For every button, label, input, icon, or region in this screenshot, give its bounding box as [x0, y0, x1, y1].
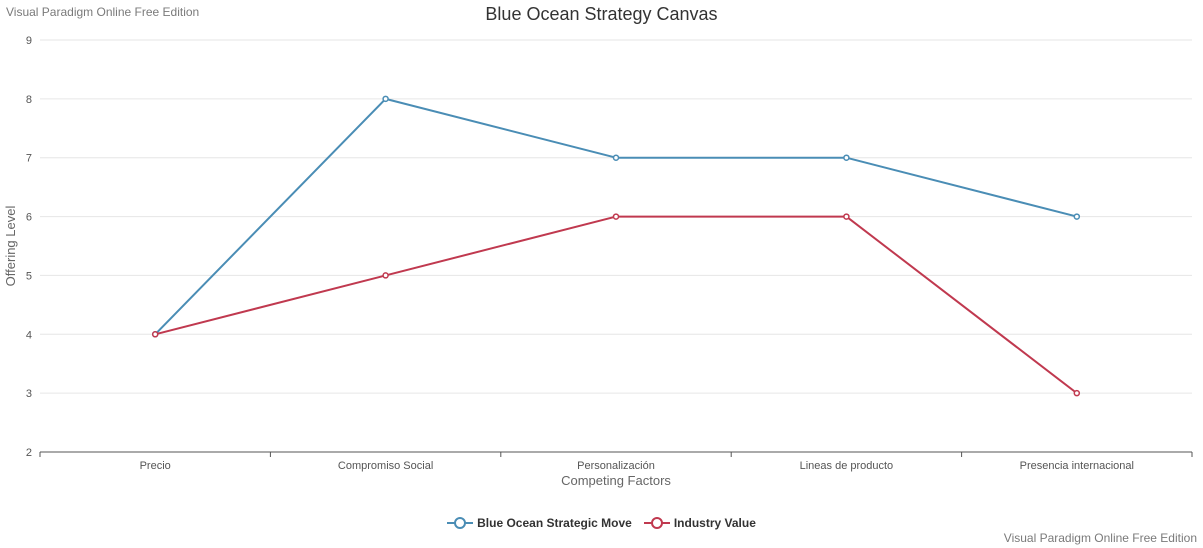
series-1-point — [612, 154, 620, 161]
legend: Blue Ocean Strategic Move Industry Value — [0, 516, 1203, 530]
chart-title: Blue Ocean Strategy Canvas — [485, 4, 718, 24]
y-tick-label: 8 — [26, 94, 32, 106]
x-tick-label: Personalización — [577, 460, 655, 472]
x-tick-label: Compromiso Social — [338, 460, 433, 472]
legend-swatch-series-1-icon — [447, 517, 474, 529]
y-tick-label: 5 — [26, 270, 32, 282]
series-2-point — [382, 272, 389, 279]
series-2-point — [843, 213, 850, 220]
y-tick-label: 7 — [26, 153, 32, 165]
legend-item-series-2[interactable]: Industry Value — [643, 516, 756, 530]
series-2-line — [154, 215, 1078, 394]
watermark-top: Visual Paradigm Online Free Edition — [6, 5, 200, 19]
y-axis-title: Offering Level — [3, 206, 18, 287]
y-tick-label: 9 — [26, 35, 32, 47]
series-2-point — [1073, 389, 1081, 397]
series-2-point — [151, 331, 159, 338]
y-tick-label: 6 — [26, 212, 32, 224]
series-1-point — [1073, 213, 1081, 220]
series-2-point — [612, 213, 620, 220]
legend-swatch-series-2-icon — [643, 517, 670, 529]
series-1-point — [843, 154, 850, 161]
x-tick-label: Presencia internacional — [1020, 460, 1134, 472]
x-tick-label: Precio — [140, 460, 171, 472]
watermark-bottom: Visual Paradigm Online Free Edition — [1003, 531, 1197, 545]
y-tick-label: 3 — [26, 388, 32, 400]
series-1-point — [382, 95, 389, 103]
y-tick-label: 4 — [26, 329, 32, 341]
legend-label-series-1: Blue Ocean Strategic Move — [477, 516, 632, 530]
x-tick-label: Lineas de producto — [800, 460, 894, 472]
x-axis-title: Competing Factors — [561, 473, 671, 488]
legend-item-series-1[interactable]: Blue Ocean Strategic Move — [447, 516, 632, 530]
legend-label-series-2: Industry Value — [673, 516, 756, 530]
y-tick-label: 2 — [26, 447, 32, 459]
